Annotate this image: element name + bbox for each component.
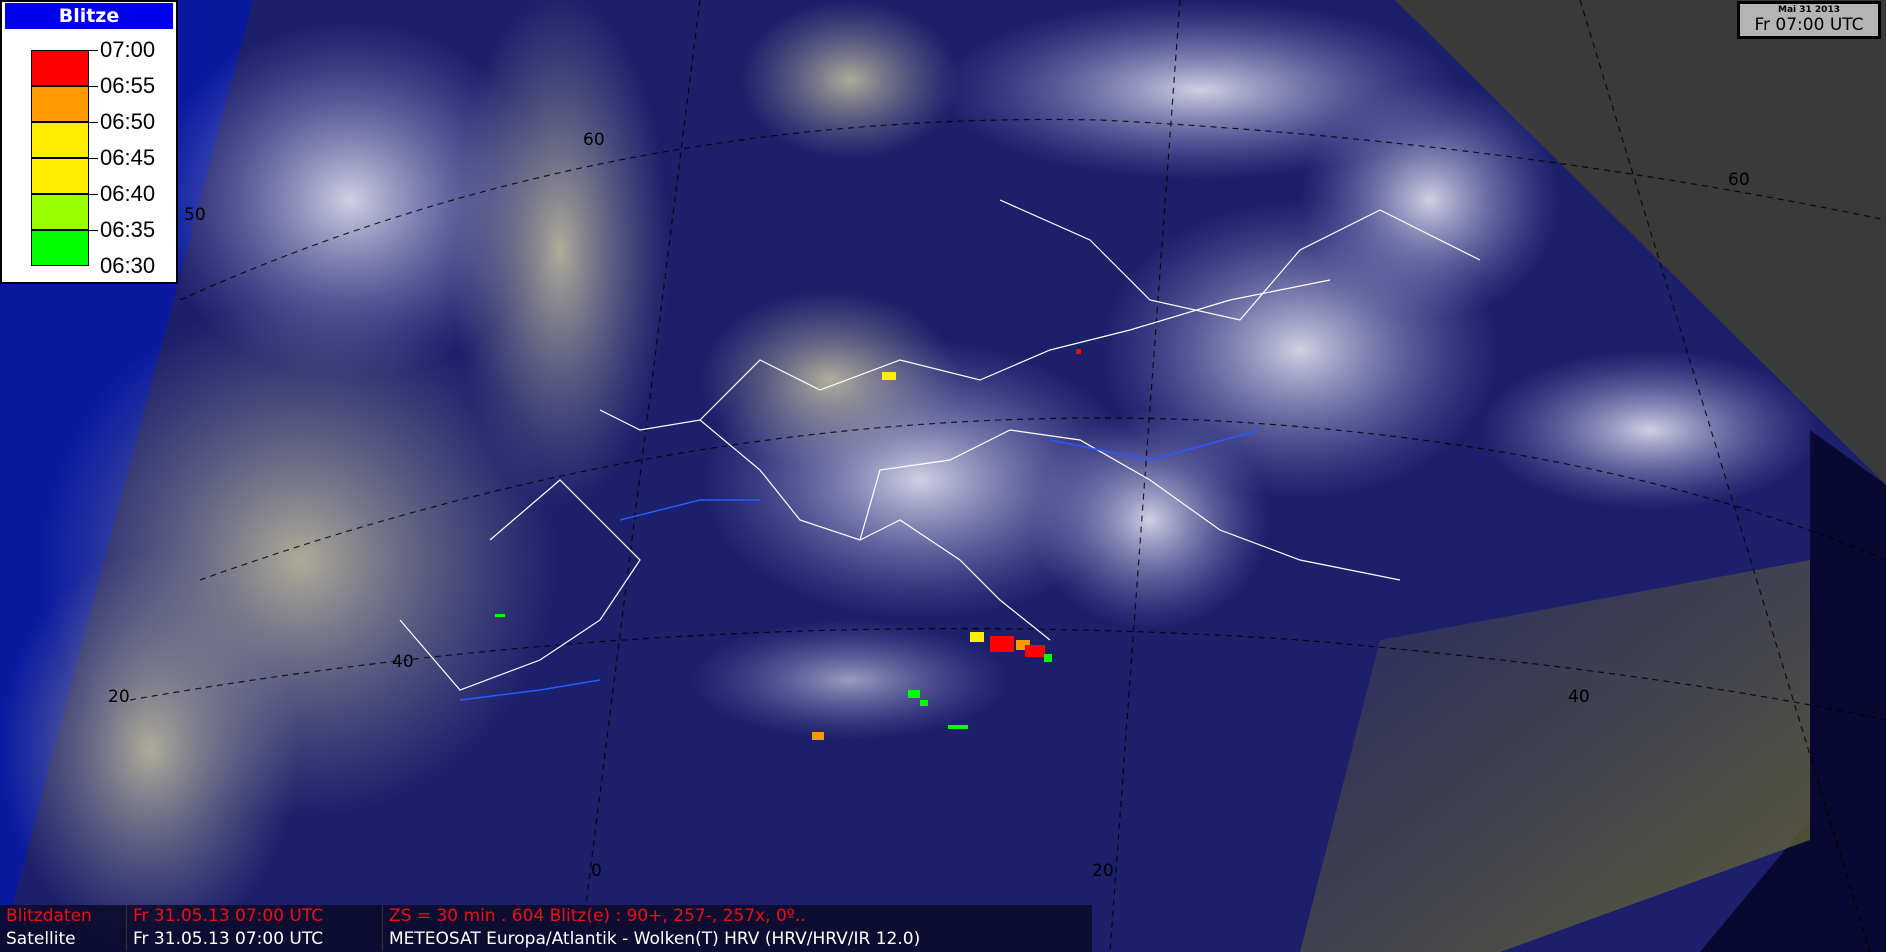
lightning-strike — [1016, 640, 1030, 650]
legend-label: 06:35 — [100, 217, 156, 242]
legend-label: 06:40 — [100, 181, 156, 206]
legend-label: 06:55 — [100, 73, 156, 98]
graticule — [129, 0, 1886, 952]
status-bar: Blitzdaten Fr 31.05.13 07:00 UTC ZS = 30… — [0, 905, 1092, 952]
longitude-label: 0 — [591, 861, 602, 881]
lightning-time: Fr 31.05.13 07:00 UTC — [126, 905, 323, 928]
lightning-legend: Blitze 07:00 06:55 06:50 06:45 06:40 06:… — [0, 0, 178, 284]
legend-swatch-lime — [31, 194, 89, 230]
legend-tick — [89, 50, 98, 51]
latitude-label: 50 — [184, 205, 206, 225]
longitude-label: 20 — [1092, 861, 1114, 881]
lightning-strike — [948, 725, 968, 729]
latitude-label: 40 — [392, 652, 414, 672]
legend-swatch-orange — [31, 86, 89, 122]
lightning-strike — [1076, 349, 1081, 354]
lightning-strike — [990, 636, 1014, 652]
legend-swatch-yellow — [31, 122, 89, 158]
outside-disc-edge — [1700, 430, 1886, 952]
satellite-label: Satellite — [6, 929, 76, 949]
rivers — [459, 429, 1261, 701]
timestamp-date: Mai 31 2013 — [1778, 5, 1840, 15]
lightning-info: ZS = 30 min . 604 Blitz(e) : 90+, 257-, … — [382, 905, 806, 928]
lightning-strike — [495, 614, 505, 617]
clouds — [0, 0, 1820, 950]
legend-tick — [89, 86, 98, 87]
legend-tick — [89, 122, 98, 123]
satellite-info: METEOSAT Europa/Atlantik - Wolken(T) HRV… — [382, 928, 920, 951]
timestamp-time: Fr 07:00 UTC — [1754, 15, 1864, 35]
lightning-label: Blitzdaten — [6, 906, 92, 926]
legend-label: 06:50 — [100, 109, 156, 134]
latitude-label: 40 — [1568, 687, 1590, 707]
latitude-label: 60 — [1728, 170, 1750, 190]
country-borders — [399, 199, 1481, 691]
desert-area — [1300, 560, 1810, 952]
legend-label: 06:30 — [100, 253, 156, 278]
lightning-strike — [920, 700, 928, 706]
legend-swatch-yellow — [31, 158, 89, 194]
lightning-strike — [1025, 645, 1045, 657]
legend-label: 07:00 — [100, 37, 156, 62]
timestamp-box: Mai 31 2013 Fr 07:00 UTC — [1737, 1, 1881, 39]
legend-tick — [89, 194, 98, 195]
lightning-strike — [970, 632, 984, 642]
satellite-time: Fr 31.05.13 07:00 UTC — [126, 928, 323, 951]
legend-label: 06:45 — [100, 145, 156, 170]
legend-tick — [89, 230, 98, 231]
longitude-label: 20 — [108, 687, 130, 707]
lightning-strike — [1044, 654, 1052, 662]
legend-swatch-red — [31, 50, 89, 86]
lightning-strikes — [495, 349, 1081, 740]
legend-title: Blitze — [5, 3, 173, 29]
legend-swatch-green — [31, 230, 89, 266]
latitude-label: 60 — [583, 130, 605, 150]
lightning-strike — [812, 732, 824, 740]
lightning-strike — [908, 690, 920, 698]
lightning-strike — [882, 372, 896, 380]
legend-tick — [89, 158, 98, 159]
